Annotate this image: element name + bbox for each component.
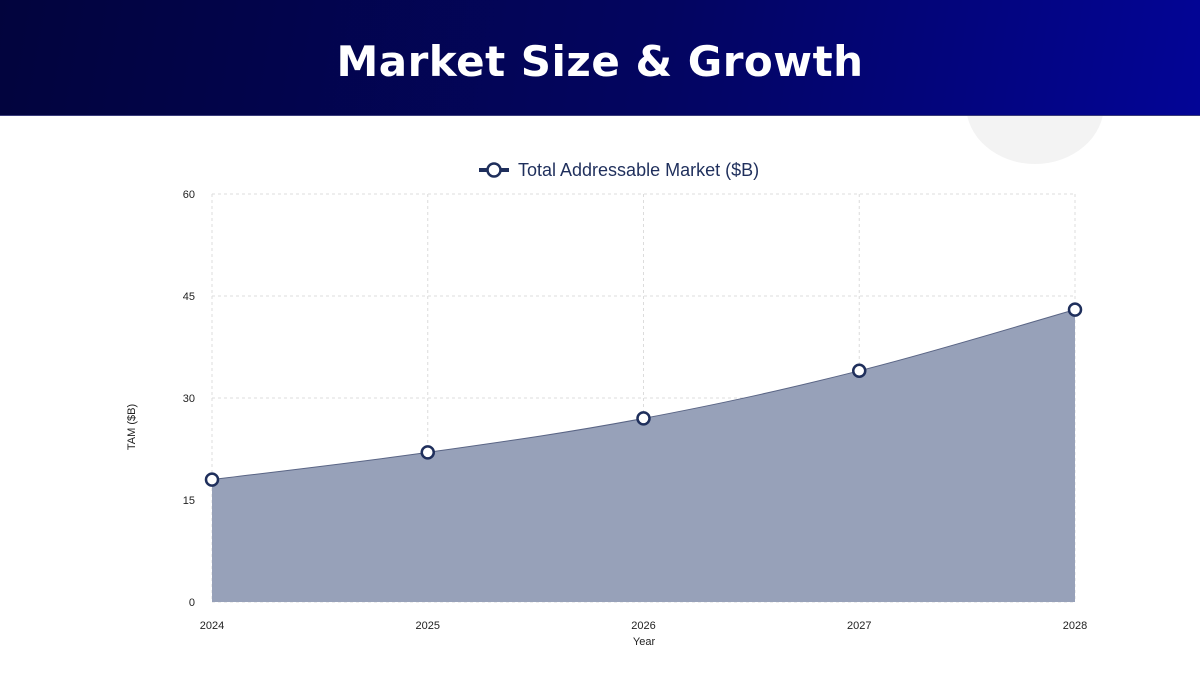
y-tick-label: 45	[183, 291, 195, 303]
area-layer	[211, 309, 1076, 602]
data-point	[204, 472, 220, 487]
title-banner: Market Size & Growth	[0, 0, 1200, 116]
x-tick-label: 2024	[200, 620, 224, 632]
points-layer	[204, 302, 1083, 487]
data-point	[1067, 302, 1083, 317]
y-tick-label: 15	[183, 495, 195, 507]
x-tick-label: 2027	[847, 620, 871, 632]
legend[interactable]: Total Addressable Market ($B)	[479, 160, 759, 180]
x-tick-label: 2026	[631, 620, 655, 632]
y-tick-label: 30	[183, 393, 195, 405]
y-tick-label: 60	[183, 189, 195, 201]
x-tick-label: 2025	[416, 620, 440, 632]
series-area	[212, 309, 1075, 602]
legend-label: Total Addressable Market ($B)	[518, 160, 759, 180]
y-tick-label: 0	[189, 597, 195, 609]
y-axis-label: TAM ($B)	[126, 404, 138, 450]
data-point	[852, 363, 867, 379]
page-title: Market Size & Growth	[336, 37, 864, 86]
data-point	[636, 411, 651, 426]
y-ticks: 0 15 30 45 60	[183, 189, 195, 609]
x-tick-label: 2028	[1063, 620, 1087, 632]
data-point	[420, 445, 435, 460]
legend-marker-icon	[486, 162, 502, 178]
x-axis-label: Year	[633, 636, 656, 648]
x-ticks: 2024 2025 2026 2027 2028	[200, 620, 1087, 632]
